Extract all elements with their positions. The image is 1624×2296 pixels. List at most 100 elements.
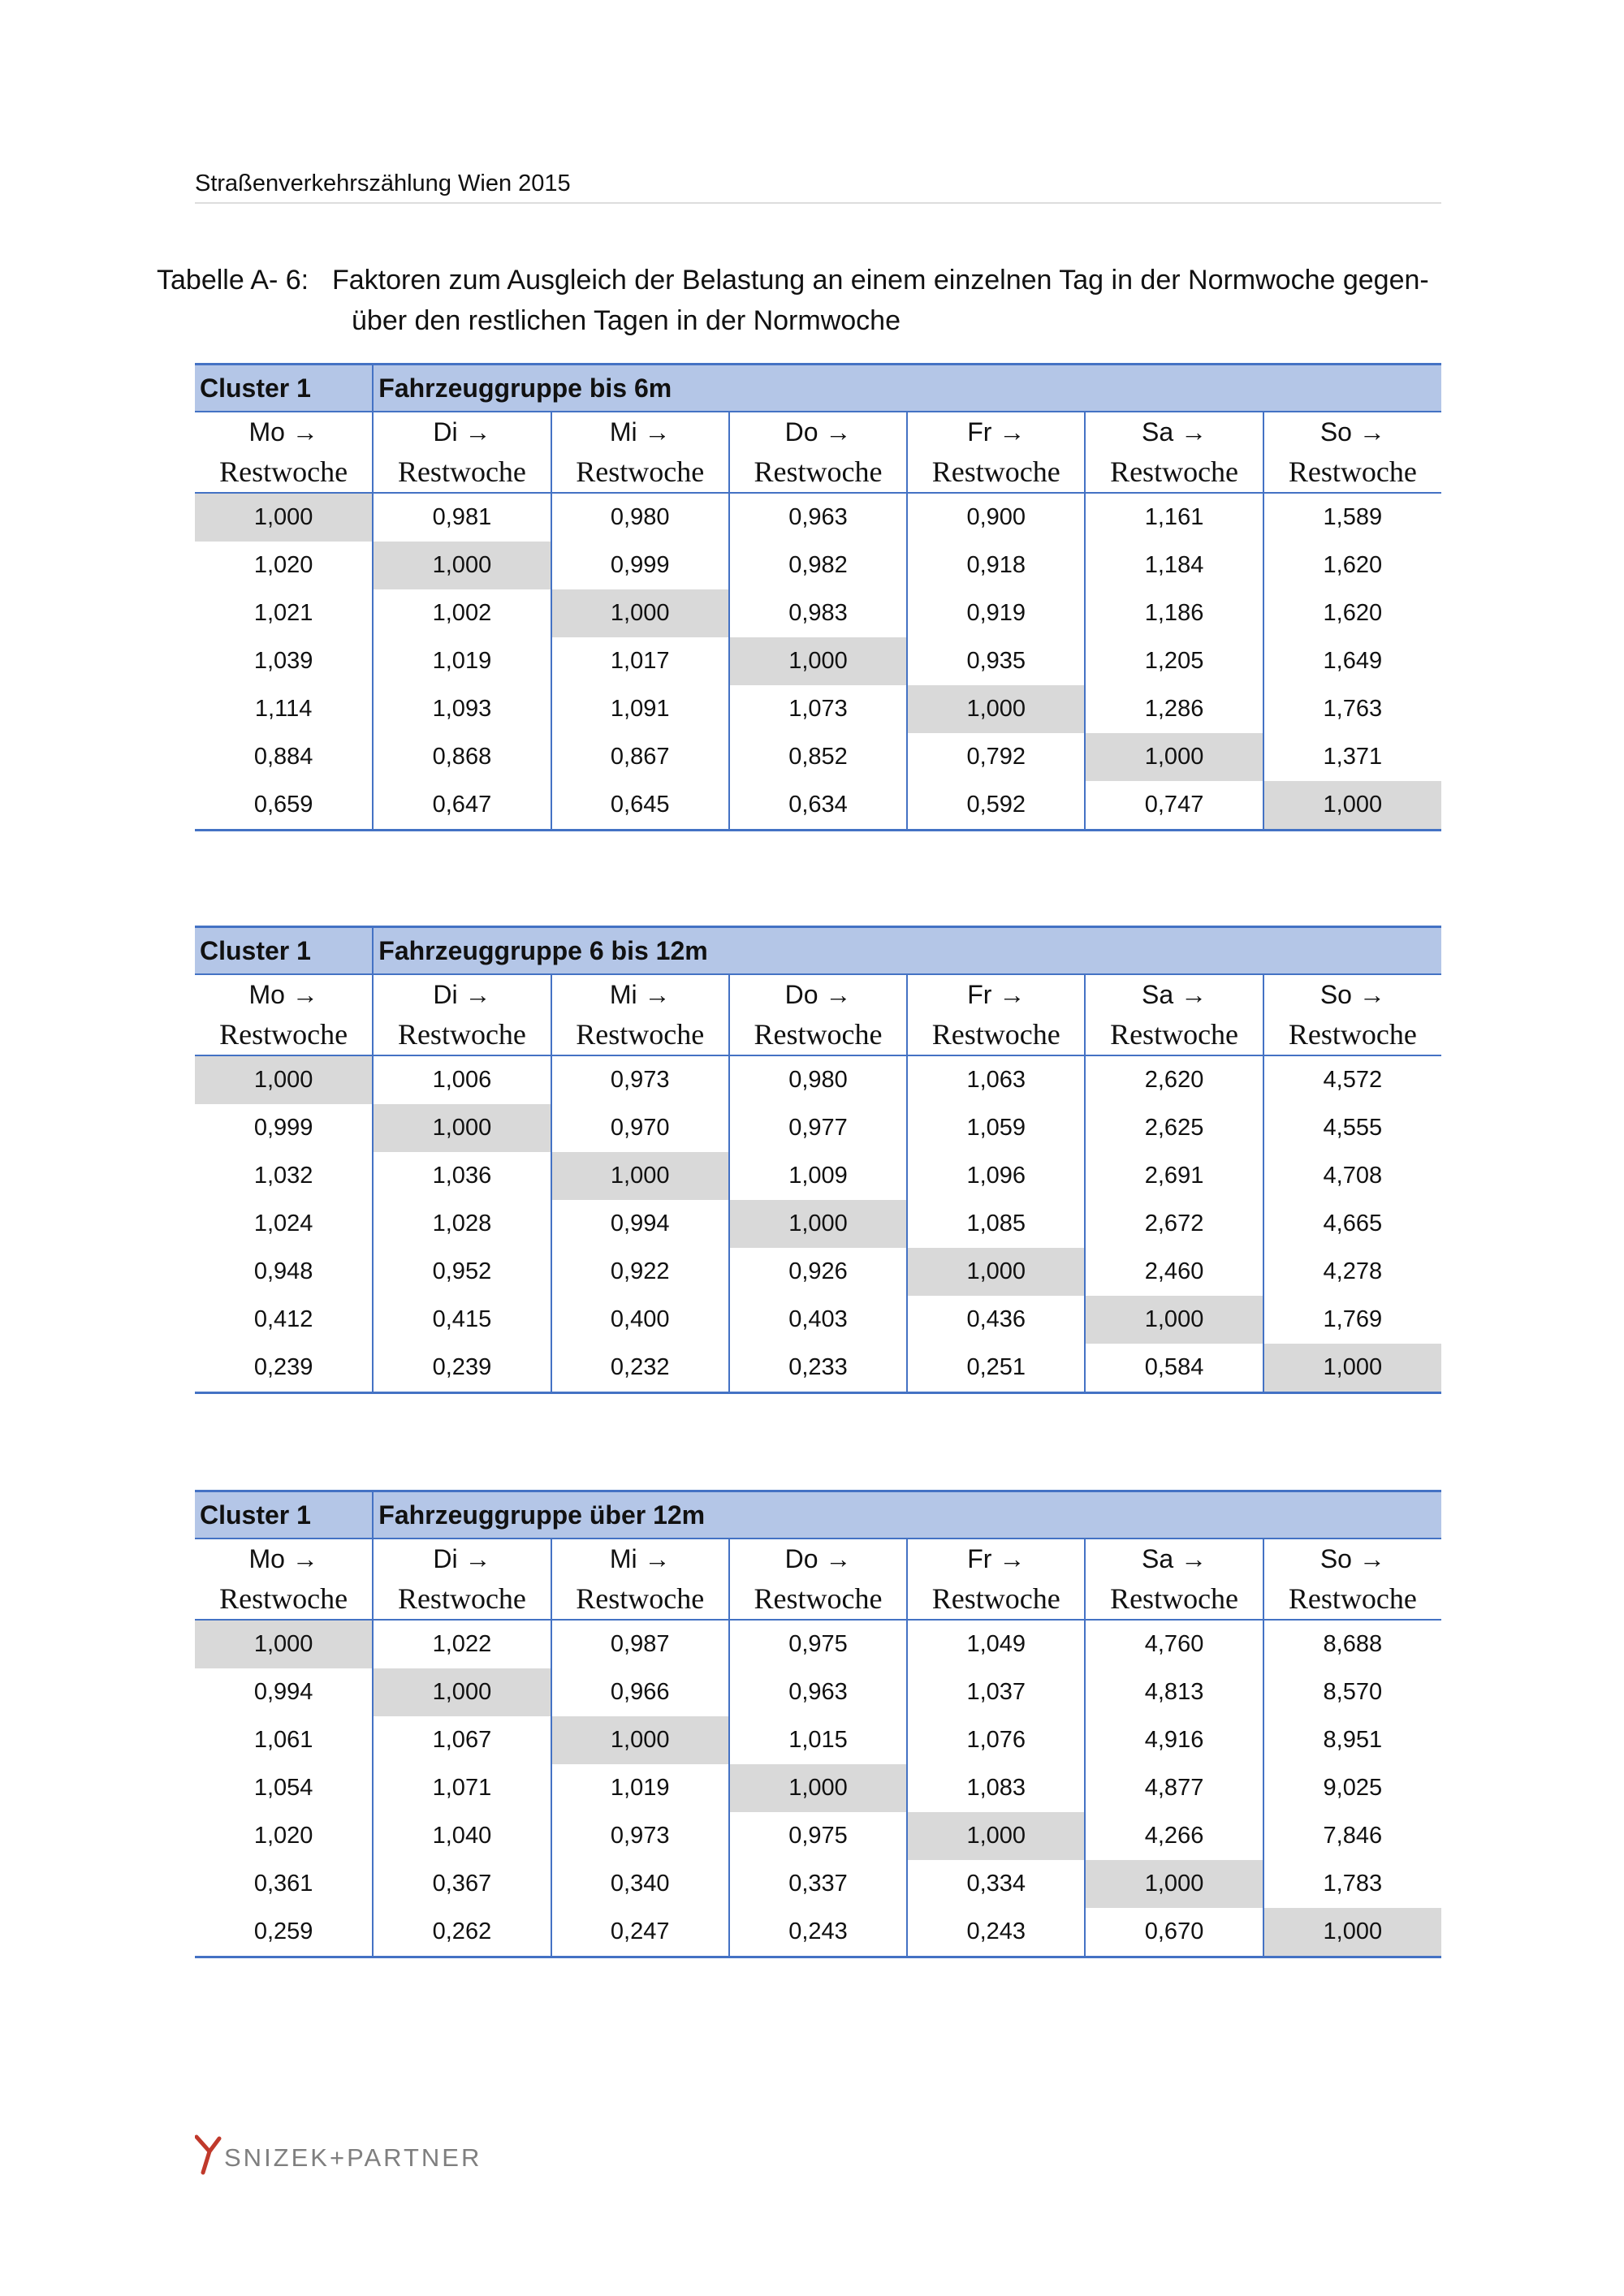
data-cell: 1,063 [906, 1055, 1086, 1104]
data-row: 0,994 1,000 0,966 0,963 1,037 4,813 8,570 [195, 1668, 1441, 1716]
data-row: 1,021 1,002 1,000 0,983 0,919 1,186 1,620 [195, 589, 1441, 637]
logo-mark [195, 2134, 222, 2175]
column-day: Mi → [609, 417, 671, 447]
column-day: Mi → [609, 980, 671, 1009]
data-row: 1,032 1,036 1,000 1,009 1,096 2,691 4,708 [195, 1152, 1441, 1200]
column-header: Di → Restwoche [372, 412, 551, 494]
table-title-row: Cluster 1 Fahrzeuggruppe 6 bis 12m [195, 926, 1441, 975]
data-cell: 1,093 [372, 685, 551, 733]
data-cell: 1,000 [1084, 1860, 1263, 1908]
data-cell: 0,592 [906, 781, 1086, 831]
column-label: Restwoche [1288, 1582, 1417, 1615]
column-header: Mi → Restwoche [550, 974, 729, 1056]
data-cell: 2,691 [1084, 1152, 1263, 1200]
column-header: So → Restwoche [1262, 974, 1441, 1056]
data-cell: 1,000 [906, 1248, 1086, 1296]
data-cell: 0,747 [1084, 781, 1263, 831]
data-cell: 0,980 [728, 1055, 908, 1104]
data-cell: 0,243 [728, 1908, 908, 1958]
data-row: 1,061 1,067 1,000 1,015 1,076 4,916 8,951 [195, 1716, 1441, 1764]
group-cell: Fahrzeuggruppe 6 bis 12m [372, 926, 1441, 975]
data-cell: 1,184 [1084, 542, 1263, 589]
data-row: 0,239 0,239 0,232 0,233 0,251 0,584 1,000 [195, 1344, 1441, 1394]
data-cell: 0,233 [728, 1344, 908, 1394]
data-cell: 0,645 [550, 781, 729, 831]
data-cell: 0,963 [728, 1668, 908, 1716]
data-cell: 1,049 [906, 1620, 1086, 1668]
data-cell: 0,966 [550, 1668, 729, 1716]
data-cell: 1,037 [906, 1668, 1086, 1716]
data-cell: 7,846 [1262, 1812, 1441, 1860]
data-cell: 0,981 [372, 493, 551, 542]
column-header-row: Mo → Restwoche Di → Restwoche Mi → Restwoche D… [195, 412, 1441, 494]
column-header: Sa → Restwoche [1084, 974, 1263, 1056]
data-cell: 0,977 [728, 1104, 908, 1152]
data-row: 0,948 0,952 0,922 0,926 1,000 2,460 4,278 [195, 1248, 1441, 1296]
table-title-row: Cluster 1 Fahrzeuggruppe über 12m [195, 1490, 1441, 1539]
data-cell: 1,024 [253, 1211, 313, 1236]
data-cell: 0,868 [372, 733, 551, 781]
column-label: Restwoche [754, 1582, 883, 1615]
data-cell: 0,922 [550, 1248, 729, 1296]
data-cell: 0,243 [906, 1908, 1086, 1958]
data-cell: 4,760 [1084, 1620, 1263, 1668]
data-cell: 1,019 [372, 637, 551, 685]
data-cell: 0,994 [550, 1200, 729, 1248]
data-cell: 0,670 [1084, 1908, 1263, 1958]
column-label: Restwoche [1288, 455, 1417, 488]
data-row: 0,259 0,262 0,247 0,243 0,243 0,670 1,000 [195, 1908, 1441, 1958]
data-cell: 1,083 [906, 1764, 1086, 1812]
column-label: Restwoche [219, 455, 348, 488]
data-cell: 1,205 [1084, 637, 1263, 685]
data-cell: 1,021 [253, 600, 313, 626]
column-day: Do → [784, 980, 852, 1009]
data-cell: 0,361 [253, 1871, 313, 1897]
data-cell: 0,403 [728, 1296, 908, 1344]
column-header: Di → Restwoche [372, 1539, 551, 1621]
data-cell: 0,852 [728, 733, 908, 781]
data-row: 1,114 1,093 1,091 1,073 1,000 1,286 1,763 [195, 685, 1441, 733]
column-label: Restwoche [1288, 1018, 1417, 1051]
data-cell: 0,948 [253, 1258, 313, 1284]
data-cell: 1,000 [1262, 1344, 1441, 1394]
data-row: 1,024 1,028 0,994 1,000 1,085 2,672 4,665 [195, 1200, 1441, 1248]
column-header: Sa → Restwoche [1084, 412, 1263, 494]
data-cell: 1,071 [372, 1764, 551, 1812]
data-row: 0,361 0,367 0,340 0,337 0,334 1,000 1,783 [195, 1860, 1441, 1908]
column-label: Restwoche [1110, 1018, 1239, 1051]
data-cell: 0,980 [550, 493, 729, 542]
page-header: Straßenverkehrszählung Wien 2015 [195, 170, 571, 196]
column-header: Sa → Restwoche [1084, 1539, 1263, 1621]
cluster-cell: Cluster 1 [195, 1490, 374, 1539]
column-header: Mo → Restwoche [195, 974, 374, 1056]
data-cell: 0,367 [372, 1860, 551, 1908]
data-cell: 0,983 [728, 589, 908, 637]
column-header-row: Mo → Restwoche Di → Restwoche Mi → Restwoche D… [195, 974, 1441, 1056]
column-header: Do → Restwoche [728, 412, 908, 494]
column-label: Restwoche [1110, 1582, 1239, 1615]
column-label: Restwoche [1110, 455, 1239, 488]
data-cell: 0,262 [372, 1908, 551, 1958]
column-day: Mi → [609, 1544, 671, 1573]
column-header-row: Mo → Restwoche Di → Restwoche Mi → Restwoche D… [195, 1539, 1441, 1621]
data-cell: 0,970 [550, 1104, 729, 1152]
data-cell: 1,286 [1084, 685, 1263, 733]
data-cell: 1,000 [728, 1200, 908, 1248]
data-row: 1,020 1,040 0,973 0,975 1,000 4,266 7,846 [195, 1812, 1441, 1860]
column-day: So → [1320, 980, 1385, 1009]
data-cell: 2,625 [1084, 1104, 1263, 1152]
data-cell: 0,900 [906, 493, 1086, 542]
data-cell: 4,555 [1262, 1104, 1441, 1152]
data-cell: 2,620 [1084, 1055, 1263, 1104]
data-cell: 1,000 [550, 1716, 729, 1764]
column-day: Di → [433, 1544, 491, 1573]
data-cell: 2,460 [1084, 1248, 1263, 1296]
column-day: Mo → [248, 980, 318, 1009]
data-cell: 9,025 [1262, 1764, 1441, 1812]
data-cell: 1,067 [372, 1716, 551, 1764]
data-cell: 0,251 [906, 1344, 1086, 1394]
column-label: Restwoche [754, 1018, 883, 1051]
data-cell: 1,000 [1084, 733, 1263, 781]
column-label: Restwoche [397, 1018, 526, 1051]
